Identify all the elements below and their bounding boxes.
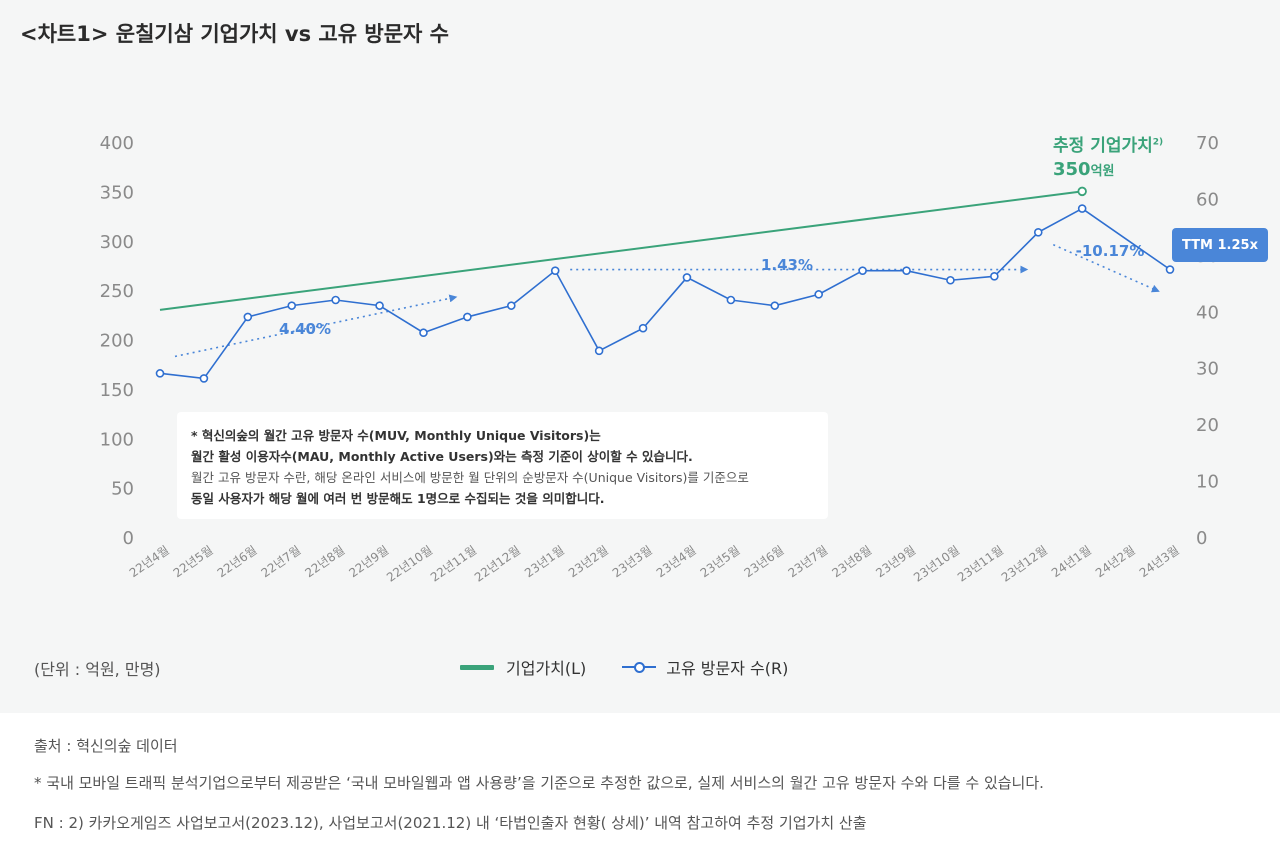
- legend-line-swatch: [460, 664, 494, 670]
- x-tick-label: 23년2월: [566, 543, 611, 580]
- x-tick-label: 22년10월: [384, 543, 435, 585]
- legend-item-value: 기업가치(L): [460, 655, 586, 679]
- note-line-2: 월간 활성 이용자수(MAU, Monthly Active Users)와는 …: [191, 449, 693, 464]
- estimate-label-text: 추정 기업가치: [1053, 136, 1153, 156]
- visitors-point: [507, 301, 516, 310]
- trend-label: -10.17%: [1076, 242, 1145, 260]
- x-axis: 22년4월 22년5월 22년6월 22년7월 22년8월 22년9월22년10월22년1…: [127, 543, 1182, 585]
- visitors-point: [287, 301, 297, 310]
- series-layer: [155, 186, 1175, 383]
- visitors-point: [199, 374, 209, 383]
- left-axis: 0 50 100 150 200 250 300 350 400: [100, 133, 134, 549]
- visitors-line: [159, 207, 1171, 380]
- left-tick-label: 300: [100, 232, 134, 253]
- legend-item-visitors: 고유 방문자 수(R): [622, 655, 788, 679]
- x-tick-label: 23년5월: [698, 543, 743, 580]
- ttm-badge: TTM 1.25x: [1172, 228, 1268, 262]
- x-tick-label: 23년4월: [654, 543, 699, 580]
- x-tick-label: 24년2월: [1093, 543, 1138, 580]
- value-endpoint: [1077, 186, 1087, 197]
- legend-marker-swatch: [622, 661, 657, 673]
- visitors-point: [1165, 265, 1175, 274]
- visitors-point: [155, 369, 165, 378]
- visitors-point: [243, 312, 253, 322]
- estimate-footnote-mark: 2): [1152, 137, 1164, 148]
- right-axis: 010203040506070: [1196, 133, 1219, 549]
- visitors-point: [594, 346, 604, 356]
- x-tick-label: 23년7월: [786, 543, 831, 580]
- note-line-1: * 혁신의숲의 월간 고유 방문자 수(MUV, Monthly Unique …: [191, 428, 601, 443]
- right-tick-label: 70: [1196, 133, 1219, 154]
- x-tick-label: 22년8월: [302, 543, 347, 580]
- x-tick-label: 23년10월: [911, 543, 962, 585]
- trend-label: 4.40%: [279, 320, 331, 338]
- visitors-point: [375, 301, 384, 310]
- unit-text: (단위 : 억원, 만명): [34, 660, 161, 679]
- x-tick-label: 24년1월: [1049, 543, 1094, 580]
- visitors-point: [331, 295, 340, 305]
- right-tick-label: 10: [1196, 472, 1219, 493]
- estimate-unit: 억원: [1090, 164, 1115, 179]
- estimate-label: 추정 기업가치2) 350억원: [1053, 131, 1163, 180]
- x-tick-label: 23년1월: [522, 543, 567, 580]
- right-tick-label: 40: [1196, 302, 1219, 323]
- visitors-point: [990, 271, 999, 281]
- legend-line-label: 기업가치(L): [506, 659, 587, 678]
- footer-fn: FN : 2) 카카오게임즈 사업보고서(2023.12), 사업보고서(202…: [34, 814, 867, 832]
- visitors-point: [814, 290, 823, 299]
- visitors-point: [463, 312, 472, 322]
- line-chart: 0 50 100 150 200 250 300 350 400 0 10 20 30 40 50 60 70…: [100, 133, 1219, 585]
- visitors-point: [726, 295, 736, 305]
- visitors-point: [902, 266, 911, 275]
- chart-title: <차트1> 운칠기삼 기업가치 vs 고유 방문자 수: [20, 22, 449, 46]
- legend: 기업가치(L) 고유 방문자 수(R): [460, 655, 788, 679]
- left-tick-label: 150: [100, 380, 134, 401]
- visitors-point: [682, 273, 692, 282]
- legend-marker-label: 고유 방문자 수(R): [666, 659, 789, 678]
- right-tick-label: 60: [1196, 189, 1219, 210]
- visitors-point: [419, 328, 428, 338]
- visitors-point: [638, 323, 648, 333]
- x-tick-label: 22년6월: [215, 543, 260, 580]
- value-line: [159, 190, 1083, 311]
- left-tick-label: 400: [100, 133, 134, 154]
- note-box: * 혁신의숲의 월간 고유 방문자 수(MUV, Monthly Unique …: [177, 412, 828, 519]
- visitors-point: [770, 301, 780, 310]
- visitors-point: [1077, 204, 1087, 213]
- right-tick-label: 20: [1196, 415, 1219, 436]
- footer-source: 출처 : 혁신의숲 데이터: [34, 737, 178, 755]
- left-tick-label: 0: [123, 528, 134, 549]
- trend-annotations: 4.40% 1.43% -10.17%: [174, 242, 1160, 358]
- left-tick-label: 350: [100, 182, 134, 203]
- trend-arrow: [1052, 243, 1160, 293]
- footer-note: * 국내 모바일 트래픽 분석기업으로부터 제공받은 ‘국내 모바일웹과 앱 사…: [34, 774, 1044, 792]
- left-tick-label: 200: [100, 331, 134, 352]
- x-tick-label: 24년3월: [1137, 543, 1182, 580]
- visitors-point: [946, 275, 955, 285]
- x-tick-label: 22년12월: [472, 543, 523, 585]
- left-tick-label: 50: [111, 479, 134, 500]
- visitors-point: [1033, 227, 1043, 237]
- x-tick-label: 23년6월: [742, 543, 787, 580]
- visitors-point: [550, 266, 560, 275]
- left-tick-label: 250: [100, 281, 134, 302]
- trend-label: 1.43%: [761, 256, 813, 274]
- estimate-value: 350: [1053, 159, 1091, 180]
- note-line-3: 월간 고유 방문자 수란, 해당 온라인 서비스에 방문한 월 단위의 순방문자…: [191, 470, 749, 485]
- x-tick-label: 23년12월: [999, 543, 1050, 585]
- right-tick-label: 30: [1196, 359, 1219, 380]
- chart-panel: [0, 0, 1280, 713]
- x-tick-label: 23년3월: [610, 543, 655, 580]
- x-tick-label: 22년7월: [259, 543, 304, 580]
- left-tick-label: 100: [100, 429, 134, 450]
- visitors-point: [858, 266, 867, 275]
- right-tick-label: 0: [1196, 528, 1207, 549]
- x-tick-label: 22년11월: [428, 543, 479, 585]
- x-tick-label: 23년8월: [829, 543, 874, 580]
- x-tick-label: 22년5월: [171, 543, 216, 580]
- x-tick-label: 23년11월: [955, 543, 1006, 585]
- note-line-4: 동일 사용자가 해당 월에 여러 번 방문해도 1명으로 수집되는 것을 의미합…: [191, 491, 605, 506]
